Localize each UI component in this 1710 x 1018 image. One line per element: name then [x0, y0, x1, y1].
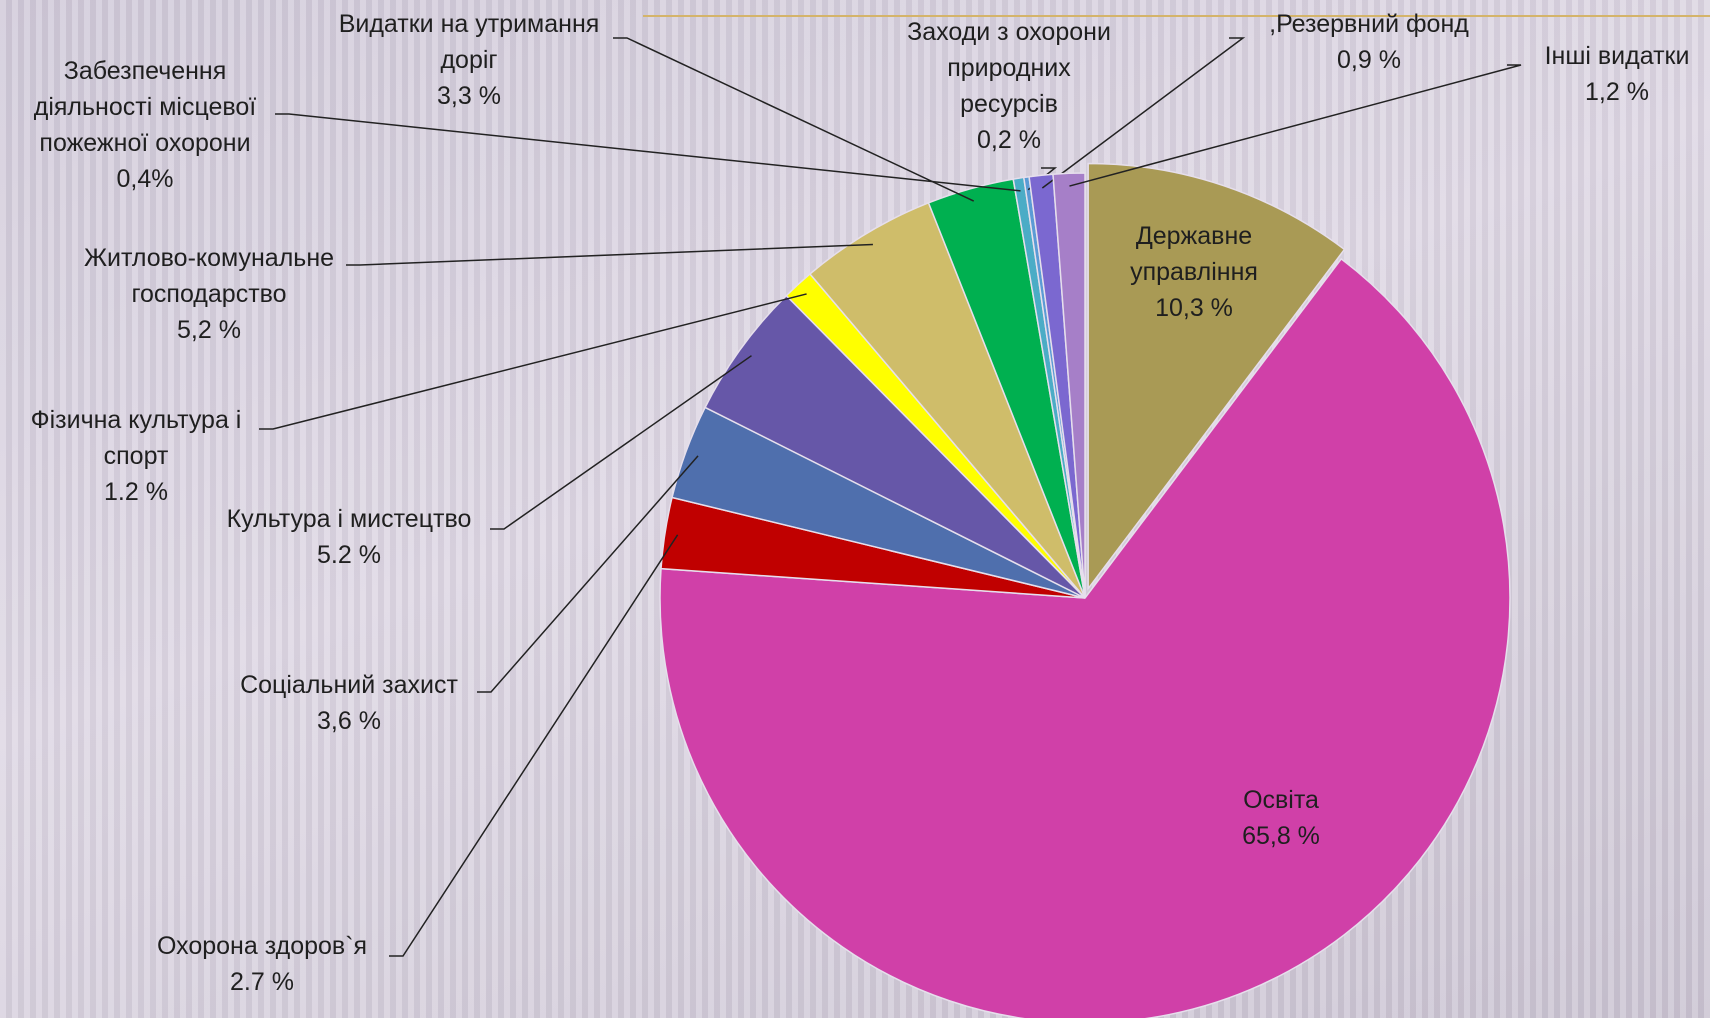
slice-label: Охорона здоров`я 2.7 %: [157, 928, 367, 1000]
leader-line: [275, 113, 1021, 192]
leader-line: [613, 37, 975, 202]
slice-label: Заходи з охорони природних ресурсів 0,2 %: [897, 14, 1122, 158]
slice-label: Житлово-комунальне господарство 5,2 %: [59, 240, 359, 348]
leader-line: [1069, 64, 1522, 187]
slice-value: 0,9 %: [1337, 46, 1401, 74]
slice-value: 65,8 %: [1242, 822, 1320, 850]
slice-name: Забезпечення діяльності місцевої пожежно…: [33, 57, 257, 157]
pie-slice: [704, 294, 1086, 599]
slice-value: 5,2 %: [177, 316, 241, 344]
slice-label: Культура і мистецтво 5.2 %: [227, 501, 472, 573]
slice-name: Освіта: [1243, 786, 1319, 814]
leader-line: [259, 293, 807, 430]
slice-value: 10,3 %: [1155, 294, 1233, 322]
pie-slice: [808, 201, 1086, 599]
slice-name: Видатки на утримання доріг: [338, 10, 600, 74]
slice-value: 1,2 %: [1585, 78, 1649, 106]
slice-name: Державне управління: [1130, 222, 1258, 286]
pie-slice: [1052, 172, 1086, 599]
slice-value: 5.2 %: [317, 541, 381, 569]
leader-line: [490, 355, 752, 530]
slice-name: Культура і мистецтво: [226, 505, 472, 533]
leader-line: [389, 534, 679, 957]
slice-label: Видатки на утримання доріг 3,3 %: [314, 6, 624, 114]
leader-line: [346, 243, 873, 266]
slice-name: Заходи з охорони природних ресурсів: [907, 18, 1111, 118]
slice-label: Освіта 65,8 %: [1242, 782, 1320, 854]
slice-value: 3,6 %: [317, 707, 381, 735]
slice-name: Житлово-комунальне господарство: [83, 244, 335, 308]
slice-name: Фізична культура і спорт: [30, 406, 242, 470]
slice-name: Охорона здоров`я: [156, 932, 368, 960]
slice-value: 0,2 %: [977, 126, 1041, 154]
slice-label: Інші видатки 1,2 %: [1545, 38, 1690, 110]
pie-slice: [659, 257, 1511, 1018]
slice-label: Фізична культура і спорт 1.2 %: [9, 402, 264, 510]
slice-label: Державне управління 10,3 %: [1099, 218, 1289, 326]
slice-label: Соціальний захист 3,6 %: [240, 667, 458, 739]
pie-slice: [1087, 162, 1346, 591]
slice-label: ,Резервний фонд 0,9 %: [1269, 6, 1469, 78]
slice-value: 3,3 %: [437, 82, 501, 110]
slice-name: Інші видатки: [1544, 42, 1690, 70]
slice-value: 1.2 %: [104, 478, 168, 506]
leader-line: [1041, 37, 1246, 189]
slice-value: 0,4%: [116, 165, 174, 193]
slice-name: Соціальний захист: [240, 671, 458, 699]
leader-line: [477, 455, 699, 693]
slice-value: 2.7 %: [230, 968, 294, 996]
slice-label: Забезпечення діяльності місцевої пожежно…: [10, 53, 280, 197]
slice-name: ,Резервний фонд: [1269, 10, 1469, 38]
